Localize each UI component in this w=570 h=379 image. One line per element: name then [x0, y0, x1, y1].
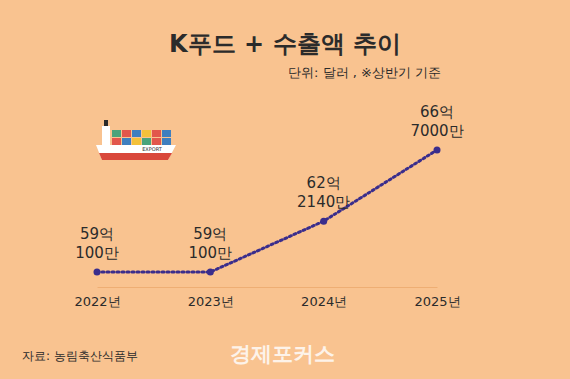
title: K푸드 + 수출액 추이: [169, 30, 401, 58]
ship-container: [112, 138, 121, 145]
ship-container: [112, 130, 121, 137]
data-label: 59억100만: [75, 225, 119, 262]
line: [97, 150, 437, 272]
x-tick-label: 2023년: [188, 294, 234, 309]
data-label-line: 59억: [193, 225, 227, 243]
x-tick-label: 2022년: [74, 294, 120, 309]
chart: K푸드 + 수출액 추이단위: 달러 , ※상반기 기준EXPORT2022년2…: [0, 0, 570, 379]
x-tick: 2025년: [414, 287, 460, 309]
ship-bridge: [102, 126, 110, 145]
ship-label: EXPORT: [142, 146, 163, 152]
ship-hull: [96, 145, 176, 160]
plot-area: [94, 147, 441, 276]
data-label: 66억7000만: [410, 103, 463, 140]
data-label-line: 100만: [75, 244, 119, 262]
x-tick: 2024년: [301, 287, 347, 309]
brand: 경제포커스: [230, 342, 335, 366]
data-label: 62억2140만: [297, 174, 350, 211]
ship-icon: EXPORT: [96, 120, 176, 160]
data-label-line: 100만: [189, 244, 233, 262]
ship-hull-stripe: [99, 153, 172, 160]
ship-container: [132, 130, 141, 137]
source: 자료: 농림축산식품부: [22, 349, 138, 363]
ship-container: [142, 138, 151, 145]
data-label: 59억100만: [189, 225, 233, 262]
ship-container: [152, 130, 161, 137]
ship-container: [152, 138, 161, 145]
x-tick-label: 2025년: [414, 294, 460, 309]
ship-container: [132, 138, 141, 145]
ship-chimney: [104, 120, 108, 126]
x-axis-line: [98, 287, 438, 288]
marker: [207, 269, 214, 276]
marker: [320, 218, 327, 225]
ship-container: [142, 130, 151, 137]
x-tick-label: 2024년: [301, 294, 347, 309]
data-label-line: 66억: [420, 103, 454, 121]
ship-container: [122, 130, 131, 137]
ship-container: [162, 138, 171, 145]
data-label-line: 7000만: [410, 122, 463, 140]
x-tick: 2022년: [74, 287, 120, 309]
x-axis: 2022년 2023년 2024년 2025년: [74, 287, 460, 309]
data-label-line: 2140만: [297, 193, 350, 211]
ship-container: [122, 138, 131, 145]
data-label-line: 59억: [80, 225, 114, 243]
data-label-line: 62억: [307, 174, 341, 192]
x-tick: 2023년: [188, 287, 234, 309]
subtitle: 단위: 달러 , ※상반기 기준: [288, 65, 441, 80]
marker: [434, 147, 441, 154]
marker: [94, 269, 101, 276]
background: [0, 0, 570, 379]
ship-container: [162, 130, 171, 137]
